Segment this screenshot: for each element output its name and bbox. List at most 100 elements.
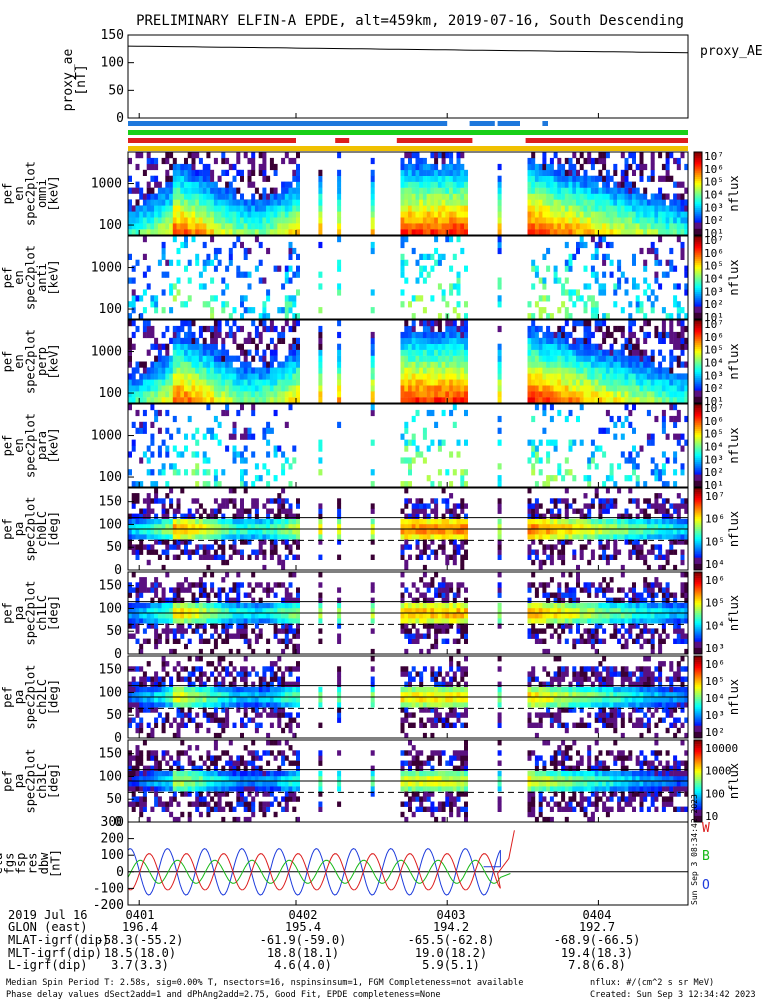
proxy-ae-line [128, 46, 688, 53]
colorbar-tick: 10⁴ [704, 189, 724, 202]
colorbar-tick: 10⁷ [704, 234, 724, 247]
fgs-ytick: 200 [101, 832, 124, 847]
spectrogram-ytick: 100 [99, 218, 122, 233]
fgs-ylabel: elafgsfspresdbw[nT] [0, 849, 63, 878]
pitch-angle-ylabel: elapefpaspec2plotch2LC[deg] [0, 664, 61, 729]
pitch-angle-ytick: 50 [106, 708, 122, 723]
ephemeris-cell-glon: 195.4 [285, 920, 321, 934]
colorbar-tick: 10² [704, 214, 724, 227]
spectrogram-ylabel: elapefenspec2plotomni[keV] [0, 161, 61, 226]
colorbar-label: nflux [727, 175, 741, 211]
ephemeris-cell-mlat: -68.9(-66.5) [554, 933, 641, 947]
spectrogram-ytick: 1000 [91, 429, 122, 444]
science-zone-bar-blue [498, 121, 520, 126]
pitch-angle-ytick: 150 [99, 663, 122, 678]
ephemeris-cell-l: 3.7(3.3) [111, 958, 169, 972]
colorbar-tick: 10⁴ [705, 558, 725, 571]
colorbar-tick: 10⁵ [705, 675, 725, 688]
proxy-ae-ytick: 0 [116, 111, 124, 126]
colorbar-label: nflux [727, 259, 741, 295]
colorbar-ch2LC [694, 656, 702, 738]
colorbar-tick: 10⁷ [704, 150, 724, 163]
colorbar-tick: 10⁶ [705, 513, 725, 526]
fgs-ytick: 0 [116, 865, 124, 880]
colorbar-label: nflux [727, 595, 741, 631]
fgs-ytick: 100 [101, 848, 124, 863]
ephemeris-cell-l: 5.9(5.1) [422, 958, 480, 972]
colorbar-tick: 10² [704, 466, 724, 479]
colorbar-tick: 10⁵ [705, 597, 725, 610]
fgs-legend-b: B [702, 849, 710, 864]
colorbar-tick: 10³ [704, 453, 724, 466]
colorbar-omni [694, 152, 702, 235]
pitch-angle-ytick: 150 [99, 747, 122, 762]
spectrogram-ytick: 100 [99, 470, 122, 485]
colorbar-tick: 10⁶ [704, 331, 724, 344]
colorbar-tick: 10⁵ [704, 176, 724, 189]
footer-line-1: Median Spin Period T: 2.58s, sig=0.00% T… [6, 978, 523, 988]
pitch-angle-ytick: 100 [99, 601, 122, 616]
pitch-angle-ytick: 100 [99, 517, 122, 532]
spectrogram-ytick: 100 [99, 302, 122, 317]
science-zone-bar-yellow [128, 146, 688, 151]
pitch-angle-ytick: 100 [99, 685, 122, 700]
colorbar-tick: 10⁶ [705, 658, 725, 671]
proxy-ae-ytick: 150 [101, 28, 124, 43]
ephemeris-cell-glon: 196.4 [122, 920, 158, 934]
science-zone-bar-red [128, 138, 296, 143]
spectrogram-ytick: 100 [99, 386, 122, 401]
colorbar-perp [694, 320, 702, 403]
colorbar-tick: 10⁶ [704, 415, 724, 428]
fgs-ytick: -200 [93, 898, 124, 913]
colorbar-tick: 10³ [704, 285, 724, 298]
colorbar-tick: 10² [705, 726, 725, 739]
colorbar-label: nflux [727, 427, 741, 463]
colorbar-tick: 10⁷ [705, 490, 725, 503]
ephemeris-row-label: GLON (east) [8, 920, 87, 934]
colorbar-tick: 10⁶ [704, 163, 724, 176]
science-zone-bar-blue [470, 121, 495, 126]
footer-line-2: Phase delay values dSect2add=1 and dPhAn… [6, 990, 441, 1000]
colorbar-tick: 100 [705, 787, 725, 800]
colorbar-tick: 10³ [705, 709, 725, 722]
fgs-legend-o: O [702, 878, 710, 893]
footer-units: nflux: #/(cm^2 s sr MeV) [590, 978, 714, 988]
pitch-angle-ylabel: elapefpaspec2plotch3LC[deg] [0, 748, 61, 813]
colorbar-tick: 10⁵ [704, 260, 724, 273]
pitch-angle-ytick: 50 [106, 624, 122, 639]
colorbar-anti [694, 236, 702, 319]
pitch-angle-ytick: 50 [106, 792, 122, 807]
proxy-ae-ytick: 100 [101, 56, 124, 71]
colorbar-tick: 10⁴ [704, 357, 724, 370]
colorbar-tick: 10⁴ [704, 273, 724, 286]
science-zone-bar-red [397, 138, 473, 143]
colorbar-label: nflux [727, 679, 741, 715]
spectrogram-ylabel: elapefenspec2plotperp[keV] [0, 329, 61, 394]
fgs-w-series [128, 830, 514, 890]
proxy-ae-legend: proxy_AE [700, 44, 763, 59]
colorbar-label: nflux [727, 763, 741, 799]
science-zone-bar-red [526, 138, 688, 143]
pitch-angle-ytick: 0 [114, 731, 122, 746]
ephemeris-cell-l: 4.6(4.0) [274, 958, 332, 972]
colorbar-para [694, 404, 702, 487]
spectrogram-anti [128, 236, 688, 319]
colorbar-tick: 10⁴ [705, 692, 725, 705]
colorbar-tick: 10⁷ [704, 318, 724, 331]
proxy-ae-ytick: 50 [108, 83, 124, 98]
colorbar-tick: 10⁵ [704, 344, 724, 357]
pitch-angle-ytick: 150 [99, 579, 122, 594]
spectrogram-ylabel: elapefenspec2plotpara[keV] [0, 413, 61, 478]
colorbar-tick: 10⁴ [704, 441, 724, 454]
colorbar-tick: 10⁵ [705, 535, 725, 548]
ephemeris-cell-mlat: -61.9(-59.0) [260, 933, 347, 947]
spectrogram-ytick: 1000 [91, 261, 122, 276]
colorbar-tick: 10⁷ [704, 402, 724, 415]
colorbar-tick: 10² [704, 382, 724, 395]
plot-title: PRELIMINARY ELFIN-A EPDE, alt=459km, 201… [136, 13, 684, 29]
colorbar-label: nflux [727, 511, 741, 547]
spectrogram-para [128, 404, 688, 487]
colorbar-ch0LC [694, 488, 702, 570]
colorbar-tick: 10³ [705, 642, 725, 655]
